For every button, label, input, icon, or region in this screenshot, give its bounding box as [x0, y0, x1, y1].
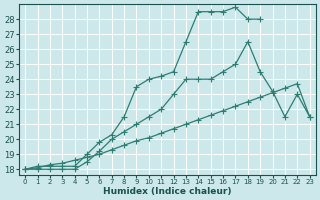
X-axis label: Humidex (Indice chaleur): Humidex (Indice chaleur): [103, 187, 232, 196]
